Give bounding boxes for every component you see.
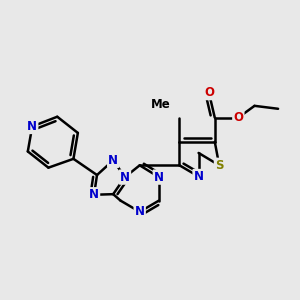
Text: N: N xyxy=(120,171,130,184)
Text: S: S xyxy=(215,159,224,172)
Text: N: N xyxy=(135,205,145,218)
Text: N: N xyxy=(108,154,118,167)
Text: O: O xyxy=(233,111,243,124)
Text: N: N xyxy=(27,120,37,133)
Text: O: O xyxy=(204,86,214,99)
Text: Me: Me xyxy=(150,98,170,111)
Text: N: N xyxy=(89,188,99,201)
Text: N: N xyxy=(154,171,164,184)
Text: N: N xyxy=(194,170,204,183)
